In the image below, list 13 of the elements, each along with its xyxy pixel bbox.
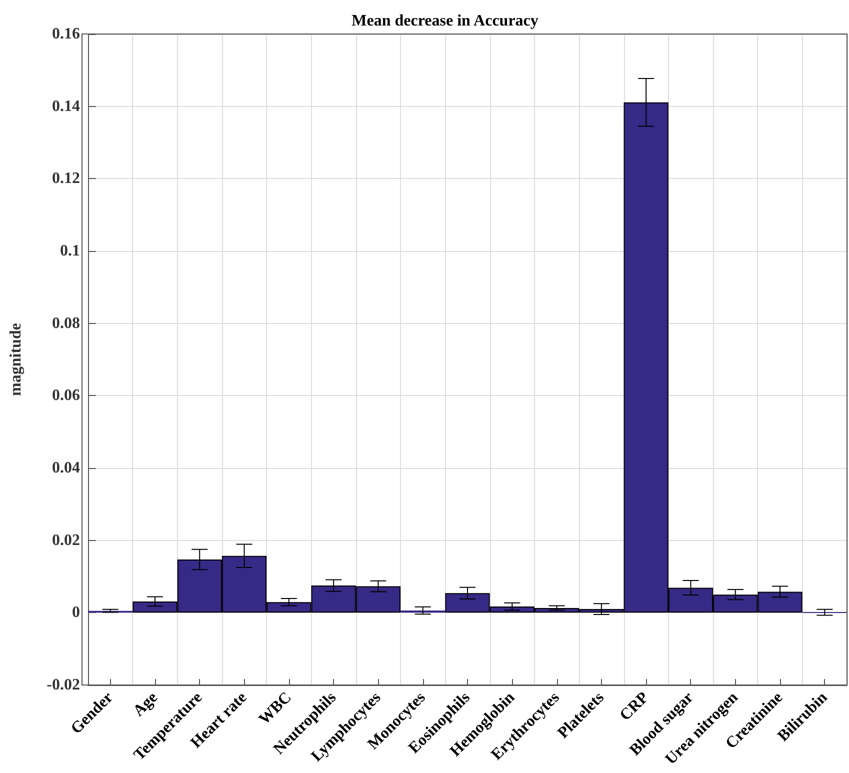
y-tick-label: 0.08 — [52, 314, 80, 332]
y-tick-label: 0.04 — [52, 460, 80, 476]
y-tick-label: 0 — [72, 604, 80, 622]
y-axis-title: magnitude — [8, 323, 24, 396]
chart-title: Mean decrease in Accuracy — [352, 12, 538, 30]
y-tick-label: 0.16 — [52, 26, 80, 42]
y-tick-label: -0.02 — [46, 676, 80, 694]
y-tick-label: 0.06 — [52, 387, 80, 404]
x-tick-label: CRP — [616, 688, 652, 724]
y-tick-label: 0.14 — [52, 98, 80, 115]
y-tick-label: 0.1 — [60, 242, 80, 260]
y-tick-label: 0.02 — [52, 532, 80, 549]
y-tick-label: 0.12 — [52, 170, 80, 188]
